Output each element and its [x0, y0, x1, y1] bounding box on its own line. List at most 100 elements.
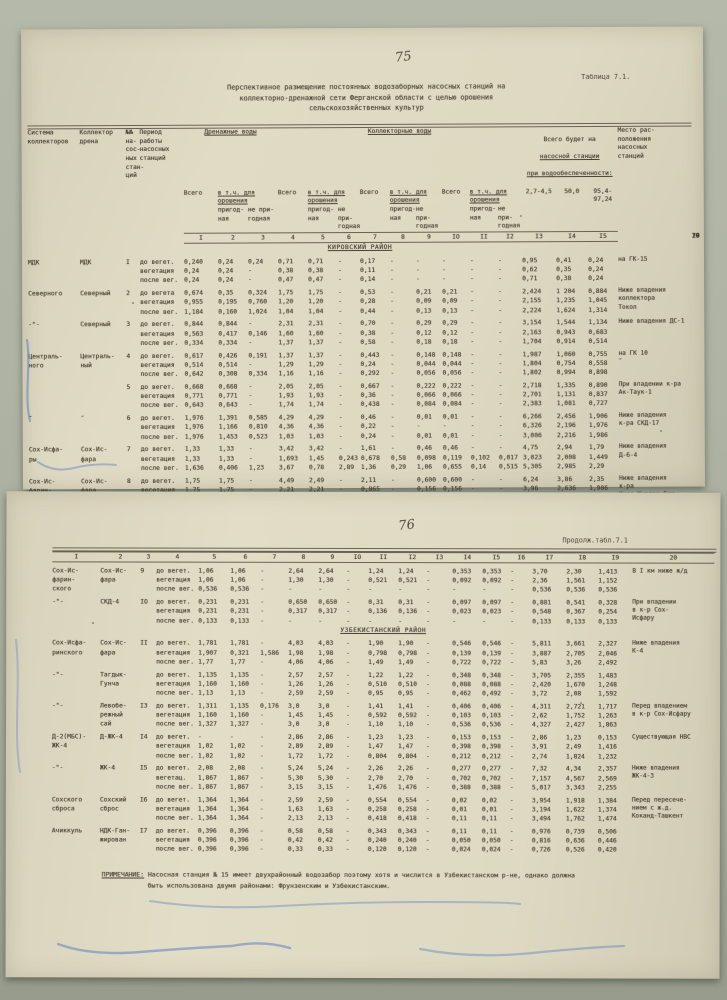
column-number: 6: [230, 552, 261, 563]
cell-value: -: [338, 276, 342, 284]
header-collector: Коллектор дрена: [79, 129, 113, 145]
cell-value: 0,881: [532, 599, 552, 607]
cell-value: 0,14: [360, 276, 376, 284]
cell-station-no: I7: [139, 827, 148, 835]
cell-value: -: [338, 423, 343, 431]
cell-value: 0,642: [184, 370, 204, 378]
cell-value: 1,152: [598, 577, 618, 585]
cell-value: -: [425, 805, 430, 813]
cell-value: -: [510, 681, 514, 689]
cell-value: -: [509, 734, 514, 742]
cell-value: 0,050: [451, 837, 471, 845]
cell-period: до вегет.: [140, 383, 175, 391]
cell-value: -: [288, 586, 293, 594]
cell-value: -: [425, 734, 430, 742]
cell-station-no: I3: [140, 702, 148, 710]
cell-value: 1,06: [230, 576, 246, 584]
cell-value: 0,95: [398, 690, 414, 698]
cell-value: 1,906: [588, 412, 608, 421]
cell-system: Северного: [28, 290, 63, 298]
handwritten-page-number: 76: [397, 517, 416, 534]
cell-value: 1,33: [218, 445, 235, 453]
header-suitable: пригод- ная: [389, 205, 416, 222]
cell-value: 1,024: [248, 307, 268, 316]
cell-value: 0,46: [442, 444, 459, 452]
cell-value: -: [416, 423, 421, 431]
cell-value: 0,668: [184, 383, 204, 391]
cell-value: 1,63: [317, 805, 334, 813]
column-number: 20: [632, 553, 715, 564]
footnote: ПРИМЕЧАНИЕ: Насосная станция № 15 имеет …: [102, 869, 672, 892]
cell-value: 0,396: [197, 827, 217, 835]
station-row: -"- Тагдык- Гунча до вегет. 1,135 1,135 - 2,57…: [52, 666, 714, 687]
cell-value: 1,586: [260, 649, 280, 657]
cell-value: 0,277: [451, 765, 471, 773]
cell-period: вегетация: [156, 607, 191, 615]
cell-value: -: [442, 257, 446, 265]
cell-value: 0,396: [197, 845, 217, 853]
cell-collector: Тагдык- Гунча: [100, 670, 127, 688]
cell-value: 0,24: [218, 276, 234, 284]
cell-period: вегетация: [140, 299, 175, 307]
cell-location: В I км ниже ж/д: [632, 567, 688, 575]
cell-value: 1,717: [598, 703, 618, 711]
cell-value: 0,023: [482, 608, 502, 616]
cell-value: -: [426, 649, 430, 657]
cell-value: 4,36: [278, 423, 294, 431]
cell-value: 1,476: [367, 783, 387, 791]
cell-value: 0,01: [416, 432, 432, 440]
cell-value: 0,655: [442, 463, 462, 471]
cell-value: -: [498, 400, 503, 408]
cell-value: 2,046: [598, 649, 618, 658]
cell-period: до вегет.: [156, 598, 191, 606]
cell-value: 1,13: [198, 689, 214, 697]
header-station-total: Всего будет на насосной станции при водо…: [522, 127, 618, 188]
cell-value: 1,93: [278, 392, 294, 400]
cell-value: -: [390, 266, 394, 274]
cell-value: 0,58: [287, 827, 303, 835]
cell-value: 1,160: [198, 680, 218, 688]
cell-value: 0,739: [565, 828, 585, 836]
cell-value: 0,24: [588, 275, 604, 283]
cell-station-no: 6: [126, 415, 131, 423]
cell-value: 0,42: [287, 836, 303, 844]
cell-value: 3,0: [318, 702, 330, 710]
cell-value: 0,71: [308, 257, 324, 266]
cell-value: 0,066: [442, 391, 462, 399]
cell-value: 2,49: [308, 476, 325, 484]
cell-value: 0,24: [360, 432, 376, 440]
cell-value: 2,008: [556, 453, 576, 461]
cell-value: 0,816: [531, 837, 551, 845]
cell-station-no: I: [126, 258, 130, 266]
cell-value: 3,194: [531, 806, 551, 814]
cell-value: 0,536: [598, 586, 618, 594]
cell-value: 0,71: [278, 258, 294, 266]
cell-value: -: [248, 445, 253, 453]
header-suitable: пригод- ная: [307, 206, 334, 222]
cell-value: -: [470, 275, 474, 283]
cell-value: 0,258: [397, 805, 417, 813]
cell-value: -: [338, 351, 343, 359]
cell-value: 0,24: [248, 258, 264, 266]
cell-value: 0,29: [416, 320, 432, 328]
cell-value: -: [509, 784, 514, 792]
table-number-label: Таблица 7.1.: [581, 72, 631, 82]
cell-value: 0,097: [482, 599, 502, 607]
cell-value: 0,243: [338, 454, 358, 462]
column-number: II: [368, 552, 399, 563]
cell-value: 2,357: [597, 765, 617, 773]
cell-value: 0,71: [522, 275, 538, 283]
cell-value: 0,668: [218, 383, 238, 391]
cell-period: вегетация: [140, 267, 175, 276]
cell-value: -: [338, 370, 343, 378]
cell-value: 0,092: [482, 577, 502, 585]
cell-value: 1,13: [230, 689, 246, 697]
cell-value: -: [346, 680, 350, 688]
cell-value: 5,017: [531, 784, 551, 792]
cell-value: 1,391: [218, 414, 238, 422]
cell-value: -: [470, 476, 475, 484]
cell-station-no: 3: [126, 321, 131, 329]
cell-value: 2,701: [522, 391, 542, 399]
cell-value: 0,667: [360, 382, 380, 390]
cell-value: -: [390, 382, 395, 390]
